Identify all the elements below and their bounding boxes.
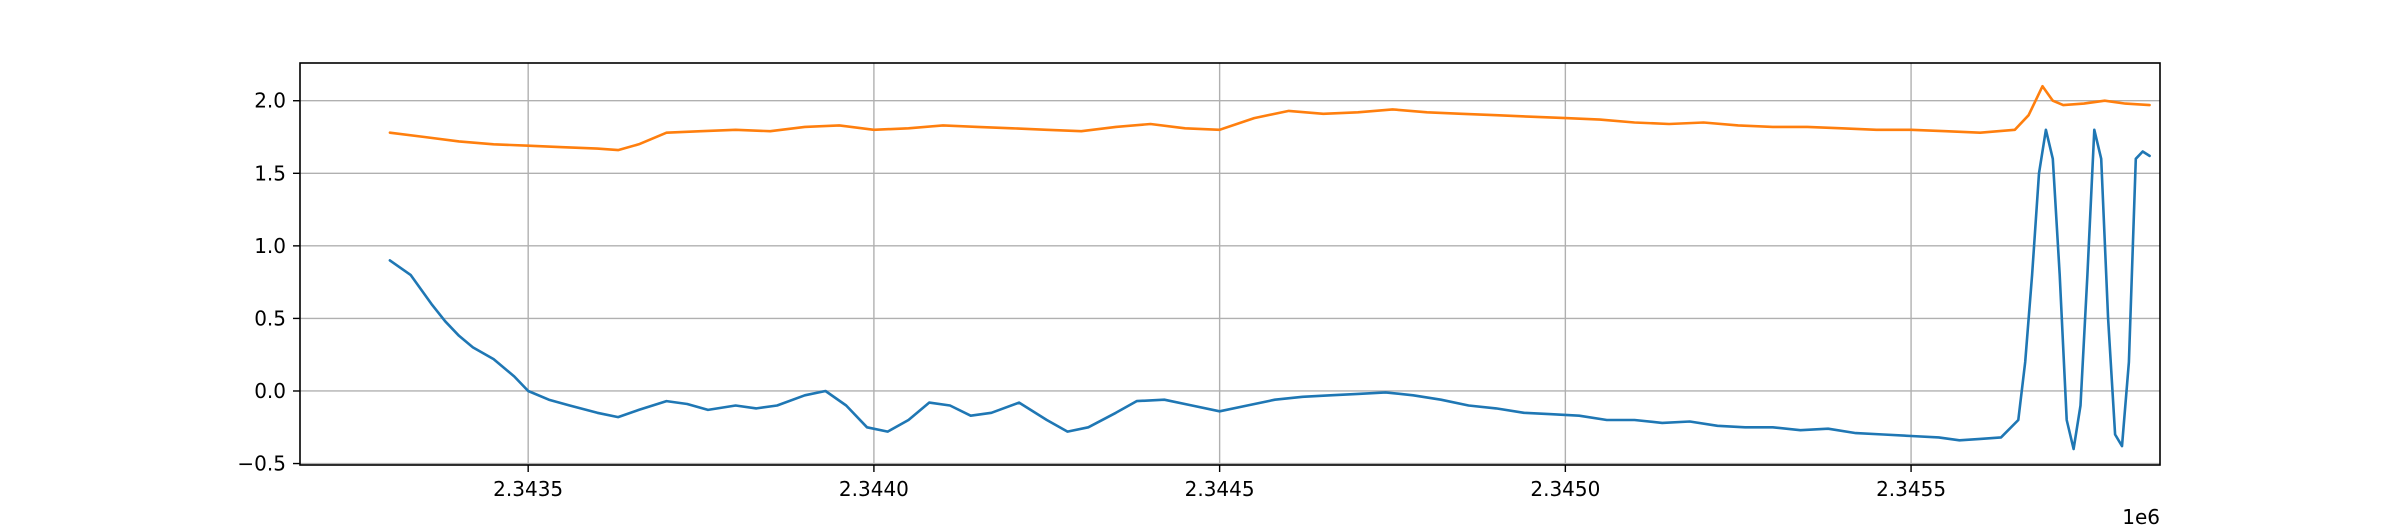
x-offset-label: 1e6 xyxy=(2122,505,2160,525)
x-tick-label: 2.3435 xyxy=(493,477,563,501)
y-tick-label: 0.0 xyxy=(254,379,286,403)
ticks: 2.3435 2.3440 2.3445 2.3450 2.3455 −0.5 0.0 0.5… xyxy=(237,89,1946,501)
y-tick-label: 1.5 xyxy=(254,161,286,185)
y-tick-label: −0.5 xyxy=(237,452,286,476)
grid xyxy=(300,63,2160,465)
y-tick-label: 0.5 xyxy=(254,306,286,330)
x-tick-label: 2.3450 xyxy=(1530,477,1600,501)
y-tick-label: 1.0 xyxy=(254,234,286,258)
x-tick-label: 2.3455 xyxy=(1876,477,1946,501)
x-tick-label: 2.3445 xyxy=(1185,477,1255,501)
series-line-1 xyxy=(388,128,2151,451)
y-tick-label: 2.0 xyxy=(254,89,286,113)
series-layer xyxy=(388,84,2151,451)
x-tick-label: 2.3440 xyxy=(839,477,909,501)
series-line-2 xyxy=(388,84,2151,152)
axes-frame xyxy=(299,62,2161,466)
